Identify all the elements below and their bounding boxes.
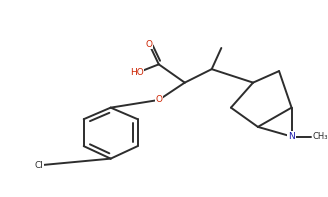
- Text: O: O: [155, 95, 162, 104]
- Text: N: N: [288, 132, 295, 141]
- Text: CH₃: CH₃: [313, 132, 328, 141]
- Text: HO: HO: [130, 69, 144, 77]
- Text: Cl: Cl: [34, 161, 43, 170]
- Text: O: O: [146, 40, 153, 49]
